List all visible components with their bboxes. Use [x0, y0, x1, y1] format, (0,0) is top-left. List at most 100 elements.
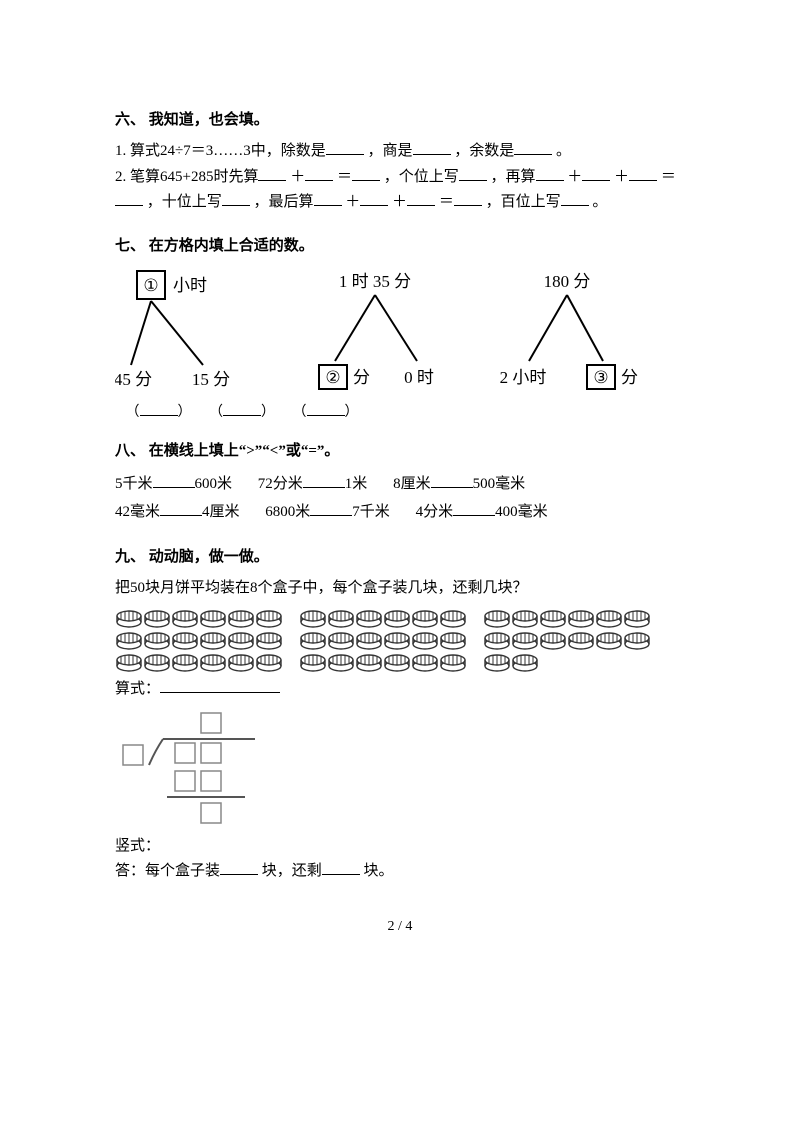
- mooncake-icon: [227, 629, 255, 651]
- mooncake-icon: [227, 651, 255, 673]
- txt: 4分米: [416, 504, 454, 520]
- leaf-left: 45 分: [115, 370, 152, 389]
- mooncake-icon: [199, 607, 227, 629]
- blank[interactable]: [561, 191, 589, 206]
- mooncake-icon: [327, 607, 355, 629]
- blank[interactable]: [582, 166, 610, 181]
- blank[interactable]: [223, 403, 261, 416]
- txt: ＝: [661, 169, 676, 185]
- blank[interactable]: [459, 166, 487, 181]
- label-vertical: 竖式：: [115, 834, 685, 860]
- blank[interactable]: [431, 473, 473, 488]
- txt: ，个位上写: [384, 169, 459, 185]
- mooncake-icon: [411, 629, 439, 651]
- txt: 4厘米: [202, 504, 240, 520]
- txt: ＋: [392, 194, 407, 210]
- blank[interactable]: [326, 140, 364, 155]
- mooncake-icon: [143, 607, 171, 629]
- label-formula: 算式：: [115, 681, 160, 697]
- mooncake-icon: [171, 629, 199, 651]
- section-9-title: 九、 动动脑，做一做。: [115, 545, 685, 566]
- txt: ，最后算: [254, 194, 314, 210]
- q6-2: 2. 笔算645+285时先算 ＋ ＝ ，个位上写 ，再算 ＋ ＋ ＝ ，十位上…: [115, 165, 685, 216]
- section-8-title: 八、 在横线上填上“>”“<”或“=”。: [115, 439, 685, 460]
- mooncake-icon: [355, 651, 383, 673]
- blank[interactable]: [160, 678, 280, 693]
- blank[interactable]: [536, 166, 564, 181]
- mooncake-icon: [171, 651, 199, 673]
- txt: 块，还剩: [262, 863, 322, 879]
- unit: 分: [353, 368, 370, 387]
- txt: 5千米: [115, 476, 153, 492]
- unit: 小时: [173, 276, 207, 295]
- blank[interactable]: [322, 860, 360, 875]
- diagram-1: ① 小时 45 分 15 分: [115, 265, 265, 395]
- mooncake-icon: [623, 607, 651, 629]
- mooncake-icon: [143, 651, 171, 673]
- blank[interactable]: [360, 191, 388, 206]
- mooncake-icon: [227, 607, 255, 629]
- blank[interactable]: [629, 166, 657, 181]
- box-2: ②: [325, 368, 340, 387]
- blank[interactable]: [454, 191, 482, 206]
- mooncake-icon: [439, 607, 467, 629]
- unit: 分: [621, 368, 638, 387]
- box-3: ③: [593, 368, 608, 387]
- mooncake-icon: [199, 629, 227, 651]
- blank[interactable]: [307, 403, 345, 416]
- txt: 7千米: [352, 504, 390, 520]
- blank[interactable]: [314, 191, 342, 206]
- txt: 。: [592, 194, 607, 210]
- blank[interactable]: [153, 473, 195, 488]
- txt: 400毫米: [495, 504, 548, 520]
- mooncake-icon: [115, 651, 143, 673]
- diagram-2: 1 时 35 分 ② 分 0 时: [305, 265, 455, 395]
- txt: 6800米: [265, 504, 310, 520]
- txt: ，再算: [491, 169, 536, 185]
- txt: ，十位上写: [147, 194, 222, 210]
- blank[interactable]: [222, 191, 250, 206]
- mooncake-icon: [255, 651, 283, 673]
- paren-open: （: [293, 405, 307, 420]
- mooncake-icon: [383, 607, 411, 629]
- leaf-right: 15 分: [192, 370, 230, 389]
- txt: 答：每个盒子装: [115, 863, 220, 879]
- blank[interactable]: [310, 501, 352, 516]
- mooncake-icon: [299, 629, 327, 651]
- mooncake-icon: [567, 607, 595, 629]
- blank[interactable]: [352, 166, 380, 181]
- txt: ，余数是: [454, 143, 514, 159]
- mooncake-icon: [171, 607, 199, 629]
- blank[interactable]: [258, 166, 286, 181]
- mooncake-icon: [411, 651, 439, 673]
- txt: ，商是: [367, 143, 412, 159]
- paren-open: （: [209, 405, 223, 420]
- txt: ＋: [614, 169, 629, 185]
- top: 1 时 35 分: [339, 272, 411, 291]
- mooncake-icon: [199, 651, 227, 673]
- mooncake-icon: [255, 629, 283, 651]
- blank[interactable]: [407, 191, 435, 206]
- mooncake-icon: [439, 629, 467, 651]
- mooncake-icon: [355, 629, 383, 651]
- mooncake-icon: [595, 629, 623, 651]
- blank[interactable]: [305, 166, 333, 181]
- mooncake-icon: [299, 607, 327, 629]
- blank[interactable]: [115, 191, 143, 206]
- txt: 72分米: [258, 476, 303, 492]
- txt: 。: [556, 143, 571, 159]
- mooncake-icon: [483, 651, 511, 673]
- mooncake-icon: [327, 629, 355, 651]
- mooncake-icon: [439, 651, 467, 673]
- blank[interactable]: [303, 473, 345, 488]
- blank[interactable]: [514, 140, 552, 155]
- blank[interactable]: [453, 501, 495, 516]
- blank[interactable]: [220, 860, 258, 875]
- blank[interactable]: [160, 501, 202, 516]
- mooncake-icon: [567, 629, 595, 651]
- section-6-title: 六、 我知道，也会填。: [115, 108, 685, 129]
- blank[interactable]: [140, 403, 178, 416]
- top: 180 分: [544, 272, 591, 291]
- mooncake-icon: [143, 629, 171, 651]
- blank[interactable]: [413, 140, 451, 155]
